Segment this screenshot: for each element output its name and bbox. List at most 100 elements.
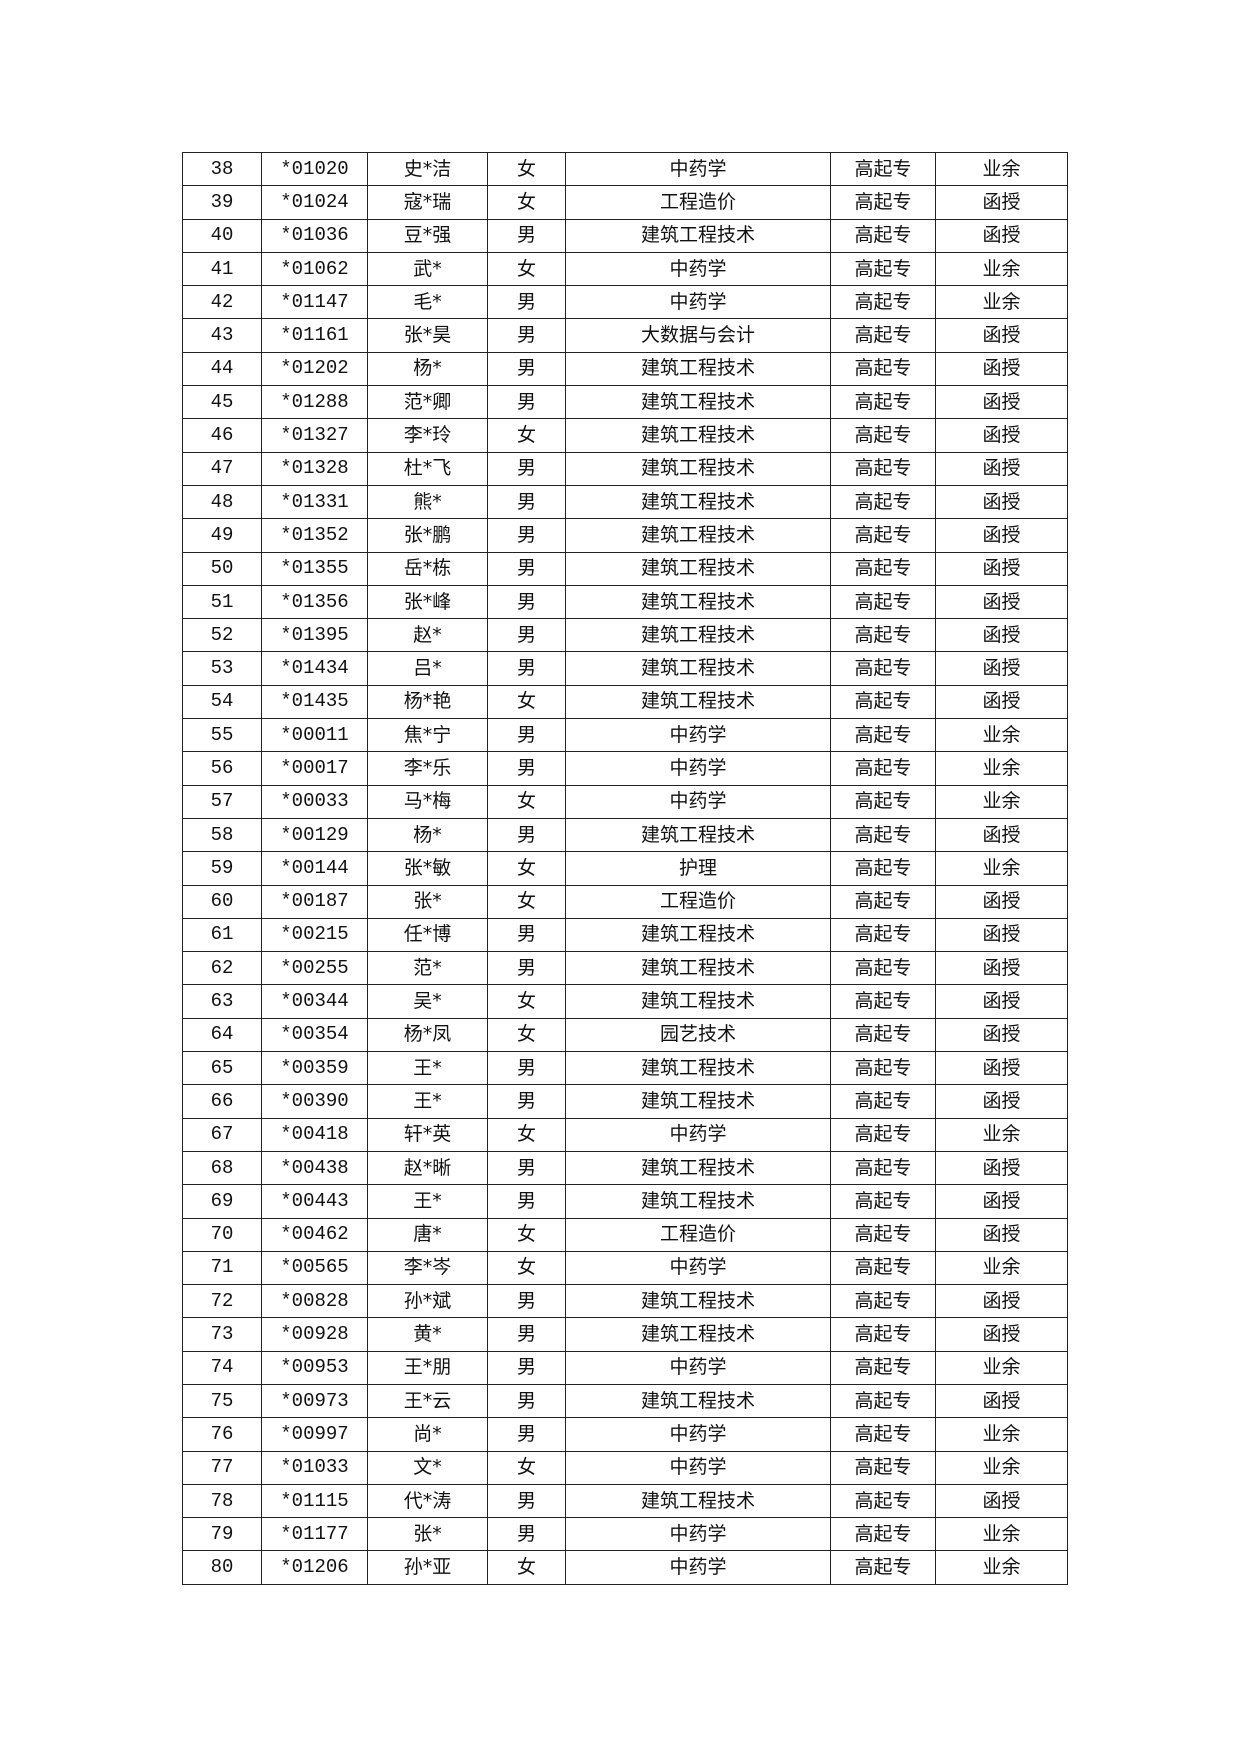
cell-name: 岳*栋 — [367, 551, 488, 586]
cell-major: 中药学 — [565, 285, 831, 320]
cell-level: 高起专 — [830, 817, 936, 853]
cell-level: 高起专 — [830, 1350, 936, 1385]
cell-mode: 函授 — [935, 1184, 1068, 1219]
cell-gender: 男 — [487, 1317, 566, 1352]
cell-name: 杨* — [367, 817, 488, 853]
cell-id: *00255 — [261, 951, 368, 986]
cell-mode: 业余 — [935, 1117, 1068, 1152]
cell-mode: 业余 — [935, 1417, 1068, 1452]
cell-gender: 男 — [487, 484, 566, 520]
cell-name: 代*涛 — [367, 1483, 488, 1519]
cell-mode: 函授 — [935, 1017, 1068, 1053]
cell-level: 高起专 — [830, 584, 936, 620]
cell-name: 焦*宁 — [367, 718, 488, 753]
cell-num: 54 — [182, 684, 262, 720]
cell-major: 中药学 — [565, 1550, 831, 1585]
cell-gender: 女 — [487, 1217, 566, 1252]
table-row: 71 *00565 李*岑女中药学 高起专 业余 — [182, 1250, 1068, 1286]
cell-mode: 业余 — [935, 1350, 1068, 1385]
cell-id: *01356 — [261, 584, 368, 620]
table-row: 47 *01328 杜*飞男建筑工程技术 高起专 函授 — [182, 451, 1068, 486]
cell-level: 高起专 — [830, 1284, 936, 1319]
cell-id: *01331 — [261, 484, 368, 520]
table-row: 72 *00828 孙*斌男建筑工程技术 高起专 函授 — [182, 1284, 1068, 1319]
cell-id: *01328 — [261, 451, 368, 486]
cell-name: 熊* — [367, 484, 488, 520]
cell-gender: 女 — [487, 884, 566, 919]
cell-gender: 女 — [487, 784, 566, 819]
cell-level: 高起专 — [830, 518, 936, 553]
cell-major: 园艺技术 — [565, 1017, 831, 1053]
table-row: 57 *00033 马*梅女中药学 高起专 业余 — [182, 784, 1068, 819]
cell-level: 高起专 — [830, 318, 936, 353]
cell-num: 76 — [182, 1417, 262, 1452]
cell-name: 轩*英 — [367, 1117, 488, 1152]
cell-id: *00187 — [261, 884, 368, 919]
cell-id: *01020 — [261, 151, 368, 187]
cell-level: 高起专 — [830, 984, 936, 1019]
cell-major: 建筑工程技术 — [565, 551, 831, 586]
cell-major: 建筑工程技术 — [565, 984, 831, 1019]
cell-level: 高起专 — [830, 1184, 936, 1219]
cell-level: 高起专 — [830, 1383, 936, 1419]
cell-id: *01435 — [261, 684, 368, 720]
cell-num: 60 — [182, 884, 262, 919]
cell-major: 建筑工程技术 — [565, 1150, 831, 1186]
cell-gender: 女 — [487, 251, 566, 287]
cell-gender: 男 — [487, 218, 566, 253]
cell-name: 武* — [367, 251, 488, 287]
cell-num: 59 — [182, 851, 262, 886]
cell-level: 高起专 — [830, 1117, 936, 1152]
cell-num: 63 — [182, 984, 262, 1019]
cell-mode: 业余 — [935, 1250, 1068, 1286]
cell-mode: 业余 — [935, 1450, 1068, 1485]
cell-gender: 女 — [487, 684, 566, 720]
cell-major: 建筑工程技术 — [565, 418, 831, 453]
cell-major: 中药学 — [565, 151, 831, 187]
cell-major: 中药学 — [565, 1350, 831, 1385]
cell-num: 62 — [182, 951, 262, 986]
cell-num: 47 — [182, 451, 262, 486]
cell-level: 高起专 — [830, 1317, 936, 1352]
cell-gender: 女 — [487, 185, 566, 220]
cell-major: 建筑工程技术 — [565, 218, 831, 253]
table-row: 48 *01331 熊* 男建筑工程技术 高起专 函授 — [182, 484, 1068, 520]
cell-major: 建筑工程技术 — [565, 1483, 831, 1519]
cell-name: 马*梅 — [367, 784, 488, 819]
cell-id: *01355 — [261, 551, 368, 586]
cell-num: 51 — [182, 584, 262, 620]
cell-gender: 女 — [487, 418, 566, 453]
cell-id: *00033 — [261, 784, 368, 819]
cell-id: *00462 — [261, 1217, 368, 1252]
cell-level: 高起专 — [830, 718, 936, 753]
cell-num: 78 — [182, 1483, 262, 1519]
cell-major: 中药学 — [565, 251, 831, 287]
cell-id: *00354 — [261, 1017, 368, 1053]
cell-major: 建筑工程技术 — [565, 351, 831, 387]
table-row: 75 *00973 王*云男建筑工程技术 高起专 函授 — [182, 1383, 1068, 1419]
table-row: 38 *01020 史*洁女中药学 高起专 业余 — [182, 151, 1068, 187]
cell-major: 建筑工程技术 — [565, 484, 831, 520]
cell-mode: 函授 — [935, 884, 1068, 919]
cell-num: 45 — [182, 385, 262, 420]
cell-major: 建筑工程技术 — [565, 651, 831, 686]
cell-name: 杨*艳 — [367, 684, 488, 720]
cell-gender: 女 — [487, 1250, 566, 1286]
cell-level: 高起专 — [830, 1417, 936, 1452]
table-row: 43 *01161 张*昊男大数据与会计 高起专 函授 — [182, 318, 1068, 353]
cell-num: 70 — [182, 1217, 262, 1252]
cell-mode: 函授 — [935, 1084, 1068, 1119]
cell-name: 范* — [367, 951, 488, 986]
cell-major: 中药学 — [565, 1250, 831, 1286]
cell-id: *00997 — [261, 1417, 368, 1452]
table-row: 68 *00438 赵*晰男建筑工程技术 高起专 函授 — [182, 1150, 1068, 1186]
cell-name: 赵*晰 — [367, 1150, 488, 1186]
cell-num: 71 — [182, 1250, 262, 1286]
cell-level: 高起专 — [830, 951, 936, 986]
cell-id: *01395 — [261, 618, 368, 653]
cell-num: 49 — [182, 518, 262, 553]
cell-id: *00017 — [261, 751, 368, 786]
cell-name: 杨*凤 — [367, 1017, 488, 1053]
cell-mode: 函授 — [935, 1317, 1068, 1352]
cell-num: 52 — [182, 618, 262, 653]
